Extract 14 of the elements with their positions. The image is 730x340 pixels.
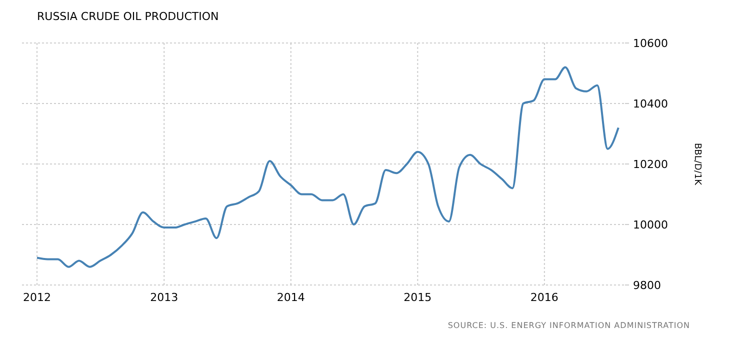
chart-title: RUSSIA CRUDE OIL PRODUCTION (37, 10, 219, 23)
x-tick-label: 2013 (150, 291, 178, 304)
y-tick-label: 9800 (633, 278, 661, 292)
x-tick-label: 2016 (530, 291, 558, 304)
y-axis-title: BBL/D/1K (692, 143, 702, 186)
y-tick-label: 10400 (633, 97, 668, 110)
y-tick-label: 10600 (633, 36, 668, 50)
x-tick-label: 2015 (404, 291, 432, 304)
y-tick-label: 10200 (633, 158, 668, 171)
line-series (36, 66, 620, 268)
x-tick-label: 2012 (23, 291, 51, 304)
x-tick-label: 2014 (276, 291, 305, 304)
source-note: SOURCE: U.S. ENERGY INFORMATION ADMINISTRATION (448, 321, 690, 330)
y-tick-label: 10000 (633, 218, 668, 232)
